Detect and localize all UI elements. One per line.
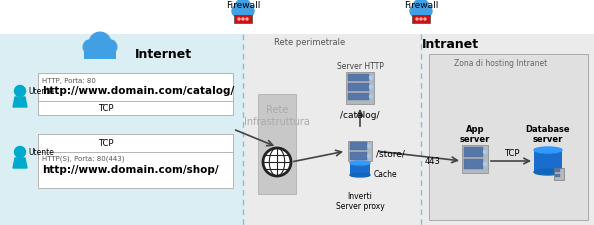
Polygon shape (13, 98, 27, 108)
Text: TCP: TCP (99, 138, 114, 147)
Circle shape (369, 77, 372, 80)
Text: HTTP(S), Porta: 80(443): HTTP(S), Porta: 80(443) (42, 155, 125, 162)
Circle shape (242, 19, 244, 21)
Circle shape (235, 0, 251, 16)
FancyBboxPatch shape (350, 152, 367, 160)
FancyBboxPatch shape (412, 12, 430, 17)
Text: 443: 443 (425, 157, 441, 166)
FancyBboxPatch shape (84, 53, 116, 60)
Circle shape (369, 86, 372, 89)
Circle shape (98, 45, 112, 58)
Ellipse shape (534, 147, 562, 153)
Circle shape (242, 6, 254, 18)
FancyBboxPatch shape (462, 145, 488, 173)
FancyBboxPatch shape (350, 142, 367, 150)
FancyBboxPatch shape (554, 168, 564, 180)
Circle shape (238, 19, 240, 21)
Text: Utente: Utente (28, 87, 54, 96)
Text: http://www.domain.com/catalog/: http://www.domain.com/catalog/ (42, 86, 234, 96)
FancyBboxPatch shape (464, 147, 483, 157)
FancyBboxPatch shape (429, 55, 588, 220)
Text: Rete
Infrastruttura: Rete Infrastruttura (244, 105, 310, 126)
FancyBboxPatch shape (464, 159, 483, 169)
FancyBboxPatch shape (234, 12, 252, 17)
Circle shape (420, 6, 432, 18)
Circle shape (413, 0, 429, 16)
Text: Internet: Internet (135, 48, 192, 61)
Polygon shape (13, 158, 27, 168)
Text: Firewall: Firewall (226, 1, 260, 10)
Circle shape (246, 19, 248, 21)
Circle shape (484, 151, 486, 154)
Circle shape (90, 45, 103, 58)
Circle shape (484, 163, 486, 166)
FancyBboxPatch shape (0, 35, 243, 225)
Circle shape (410, 6, 422, 18)
FancyBboxPatch shape (243, 35, 421, 225)
Text: Zona di hosting Intranet: Zona di hosting Intranet (454, 59, 548, 68)
Text: HTTP, Porta: 80: HTTP, Porta: 80 (42, 78, 96, 84)
Circle shape (232, 6, 244, 18)
FancyBboxPatch shape (534, 150, 562, 172)
Text: Utente: Utente (28, 148, 54, 157)
FancyBboxPatch shape (38, 74, 233, 115)
Circle shape (102, 41, 117, 55)
Circle shape (89, 33, 111, 54)
FancyBboxPatch shape (421, 35, 594, 225)
Text: Intranet: Intranet (421, 38, 479, 51)
Circle shape (368, 145, 370, 148)
Text: TCP: TCP (99, 104, 114, 112)
Circle shape (424, 19, 426, 21)
Circle shape (416, 19, 418, 21)
Text: Database
server: Database server (526, 124, 570, 143)
Circle shape (368, 155, 370, 157)
Circle shape (420, 19, 422, 21)
Text: /catalog/: /catalog/ (340, 110, 380, 119)
FancyBboxPatch shape (348, 93, 369, 101)
Text: Rete perimetrale: Rete perimetrale (274, 38, 346, 47)
FancyBboxPatch shape (555, 174, 560, 177)
Text: Firewall: Firewall (404, 1, 438, 10)
FancyBboxPatch shape (38, 134, 233, 188)
FancyBboxPatch shape (346, 73, 374, 105)
Ellipse shape (350, 161, 370, 165)
FancyBboxPatch shape (348, 75, 369, 82)
Ellipse shape (350, 173, 370, 177)
Ellipse shape (534, 169, 562, 175)
Circle shape (14, 147, 26, 158)
FancyBboxPatch shape (234, 16, 252, 24)
Text: /store/: /store/ (376, 149, 405, 158)
Text: App
server: App server (460, 124, 490, 143)
FancyBboxPatch shape (258, 94, 296, 194)
Text: TCP: TCP (504, 148, 519, 157)
Circle shape (369, 95, 372, 98)
Text: Inverti
Server proxy: Inverti Server proxy (336, 191, 384, 210)
FancyBboxPatch shape (412, 16, 430, 24)
Circle shape (83, 41, 97, 55)
FancyBboxPatch shape (348, 141, 372, 161)
Text: http://www.domain.com/shop/: http://www.domain.com/shop/ (42, 164, 219, 174)
Circle shape (263, 148, 291, 176)
Circle shape (14, 86, 26, 97)
Text: Cache: Cache (374, 169, 397, 178)
FancyBboxPatch shape (555, 169, 560, 172)
FancyBboxPatch shape (348, 84, 369, 91)
FancyBboxPatch shape (350, 163, 370, 175)
Text: Server HTTP: Server HTTP (337, 62, 384, 71)
